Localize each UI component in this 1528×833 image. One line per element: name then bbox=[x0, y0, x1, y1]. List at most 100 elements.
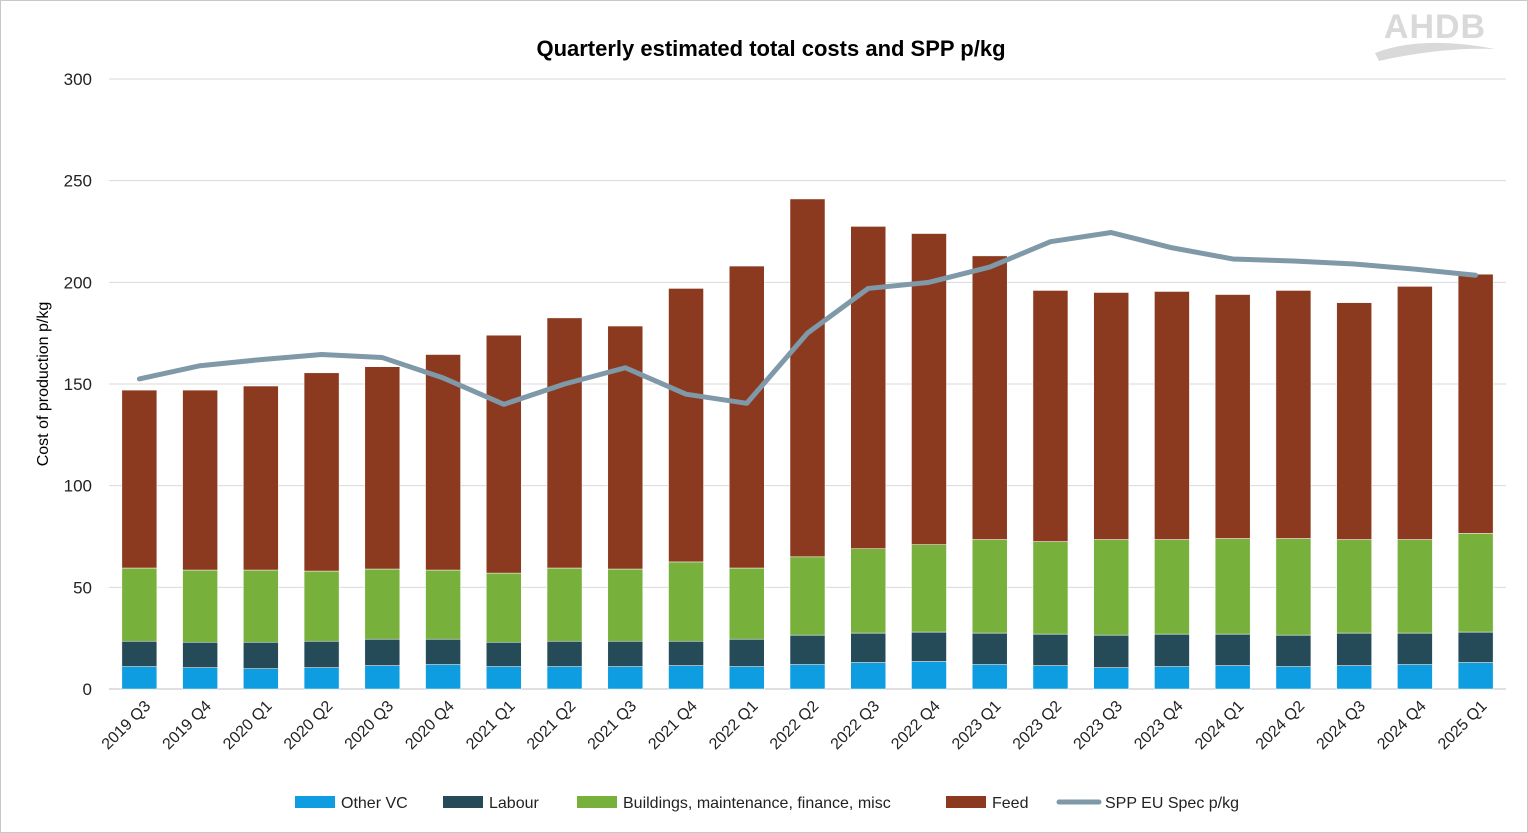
x-tick-label: 2024 Q4 bbox=[1374, 698, 1429, 753]
x-tick-label: 2019 Q4 bbox=[160, 698, 215, 753]
bar-labour bbox=[546, 640, 583, 667]
bar-labour bbox=[425, 638, 461, 665]
bar-feed bbox=[1457, 273, 1494, 534]
bar-labour bbox=[1457, 631, 1494, 663]
spp-point bbox=[1473, 273, 1478, 278]
bar-labour bbox=[486, 641, 522, 667]
y-tick-label: 100 bbox=[64, 477, 92, 496]
bar-other-vc bbox=[850, 662, 886, 690]
bar-feed bbox=[243, 385, 279, 571]
x-tick-label: 2019 Q3 bbox=[99, 698, 154, 753]
x-tick-label: 2024 Q3 bbox=[1314, 698, 1369, 753]
x-tick-label: 2021 Q2 bbox=[524, 698, 579, 753]
bar-labour bbox=[303, 640, 340, 668]
bar-buildings-maintenance-finance-misc bbox=[911, 544, 947, 633]
legend-label-spp-eu-spec-p-kg: SPP EU Spec p/kg bbox=[1105, 795, 1239, 812]
spp-point bbox=[258, 357, 263, 362]
bar-feed bbox=[1336, 302, 1372, 540]
bar-buildings-maintenance-finance-misc bbox=[425, 569, 461, 640]
spp-point bbox=[1352, 262, 1357, 267]
spp-point bbox=[1048, 239, 1053, 244]
bar-buildings-maintenance-finance-misc bbox=[1275, 538, 1312, 636]
x-axis-ticks: 2019 Q3 2019 Q4 2020 Q1 2020 Q2 2020 Q3 2020 … bbox=[99, 698, 1491, 753]
bar-feed bbox=[1397, 286, 1433, 540]
bar-labour bbox=[364, 638, 401, 666]
spp-point bbox=[380, 355, 385, 360]
bar-other-vc bbox=[971, 664, 1008, 690]
bar-feed bbox=[425, 354, 461, 571]
bar-other-vc bbox=[607, 666, 644, 690]
bar-buildings-maintenance-finance-misc bbox=[729, 567, 765, 640]
spp-line-layer bbox=[136, 230, 1479, 407]
bar-buildings-maintenance-finance-misc bbox=[364, 568, 401, 640]
x-tick-label: 2021 Q1 bbox=[463, 698, 518, 753]
x-tick-label: 2023 Q3 bbox=[1071, 698, 1126, 753]
bar-labour bbox=[1275, 634, 1312, 667]
spp-point bbox=[137, 376, 142, 381]
y-axis-title: Cost of production p/kg bbox=[35, 302, 52, 467]
spp-point bbox=[441, 375, 446, 380]
x-tick-label: 2022 Q3 bbox=[828, 698, 883, 753]
legend: Other VC Labour Buildings, maintenance, fi… bbox=[295, 795, 1239, 812]
bar-labour bbox=[729, 638, 765, 667]
bar-buildings-maintenance-finance-misc bbox=[546, 567, 583, 642]
bar-other-vc bbox=[1214, 665, 1251, 690]
x-tick-label: 2020 Q3 bbox=[342, 698, 397, 753]
bar-feed bbox=[971, 255, 1008, 540]
legend-swatch-other-vc bbox=[295, 796, 335, 808]
chart-title: Quarterly estimated total costs and SPP … bbox=[536, 36, 1005, 61]
spp-point bbox=[319, 352, 324, 357]
bar-other-vc bbox=[1032, 665, 1069, 690]
bar-feed bbox=[121, 389, 158, 569]
bar-other-vc bbox=[1457, 662, 1494, 690]
bar-feed bbox=[303, 372, 340, 572]
bar-labour bbox=[1032, 633, 1069, 666]
bar-labour bbox=[1214, 633, 1251, 666]
bar-other-vc bbox=[668, 665, 704, 690]
bar-buildings-maintenance-finance-misc bbox=[1457, 533, 1494, 633]
bar-labour bbox=[1154, 633, 1190, 667]
x-tick-label: 2023 Q1 bbox=[949, 698, 1004, 753]
spp-point bbox=[623, 365, 628, 370]
ahdb-logo: AHDB bbox=[1375, 8, 1495, 61]
bar-buildings-maintenance-finance-misc bbox=[971, 539, 1008, 634]
bar-other-vc bbox=[303, 667, 340, 690]
bar-buildings-maintenance-finance-misc bbox=[121, 567, 158, 642]
y-axis-ticks: 0 50 100 150 200 250 300 bbox=[64, 70, 92, 699]
bar-other-vc bbox=[546, 666, 583, 690]
bar-other-vc bbox=[911, 661, 947, 690]
bar-buildings-maintenance-finance-misc bbox=[789, 556, 826, 636]
bar-feed bbox=[789, 198, 826, 558]
spp-point bbox=[1412, 267, 1417, 272]
x-tick-label: 2021 Q3 bbox=[585, 698, 640, 753]
bar-other-vc bbox=[425, 664, 461, 690]
bar-labour bbox=[971, 632, 1008, 665]
bar-feed bbox=[1275, 290, 1312, 539]
x-tick-label: 2020 Q1 bbox=[220, 698, 275, 753]
x-tick-label: 2020 Q2 bbox=[281, 698, 336, 753]
bar-other-vc bbox=[121, 666, 158, 690]
bar-other-vc bbox=[1154, 666, 1190, 690]
bar-labour bbox=[668, 640, 704, 666]
bar-buildings-maintenance-finance-misc bbox=[303, 570, 340, 642]
bar-other-vc bbox=[1275, 666, 1312, 690]
x-tick-label: 2021 Q4 bbox=[645, 698, 700, 753]
bar-feed bbox=[1032, 290, 1069, 542]
bar-feed bbox=[607, 325, 644, 570]
legend-label-other-vc: Other VC bbox=[341, 795, 408, 812]
legend-label-feed: Feed bbox=[992, 795, 1028, 812]
logo-swoosh-icon bbox=[1375, 42, 1495, 61]
x-tick-label: 2024 Q2 bbox=[1253, 698, 1308, 753]
bar-buildings-maintenance-finance-misc bbox=[1093, 539, 1129, 636]
bar-buildings-maintenance-finance-misc bbox=[1154, 539, 1190, 635]
bar-other-vc bbox=[1397, 664, 1433, 690]
x-tick-label: 2024 Q1 bbox=[1192, 698, 1247, 753]
y-tick-label: 300 bbox=[64, 70, 92, 89]
x-tick-label: 2022 Q4 bbox=[888, 698, 943, 753]
spp-point bbox=[684, 392, 689, 397]
legend-swatch-labour bbox=[443, 796, 483, 808]
bar-labour bbox=[1093, 634, 1129, 668]
y-tick-label: 50 bbox=[73, 578, 92, 597]
spp-point bbox=[1230, 256, 1235, 261]
